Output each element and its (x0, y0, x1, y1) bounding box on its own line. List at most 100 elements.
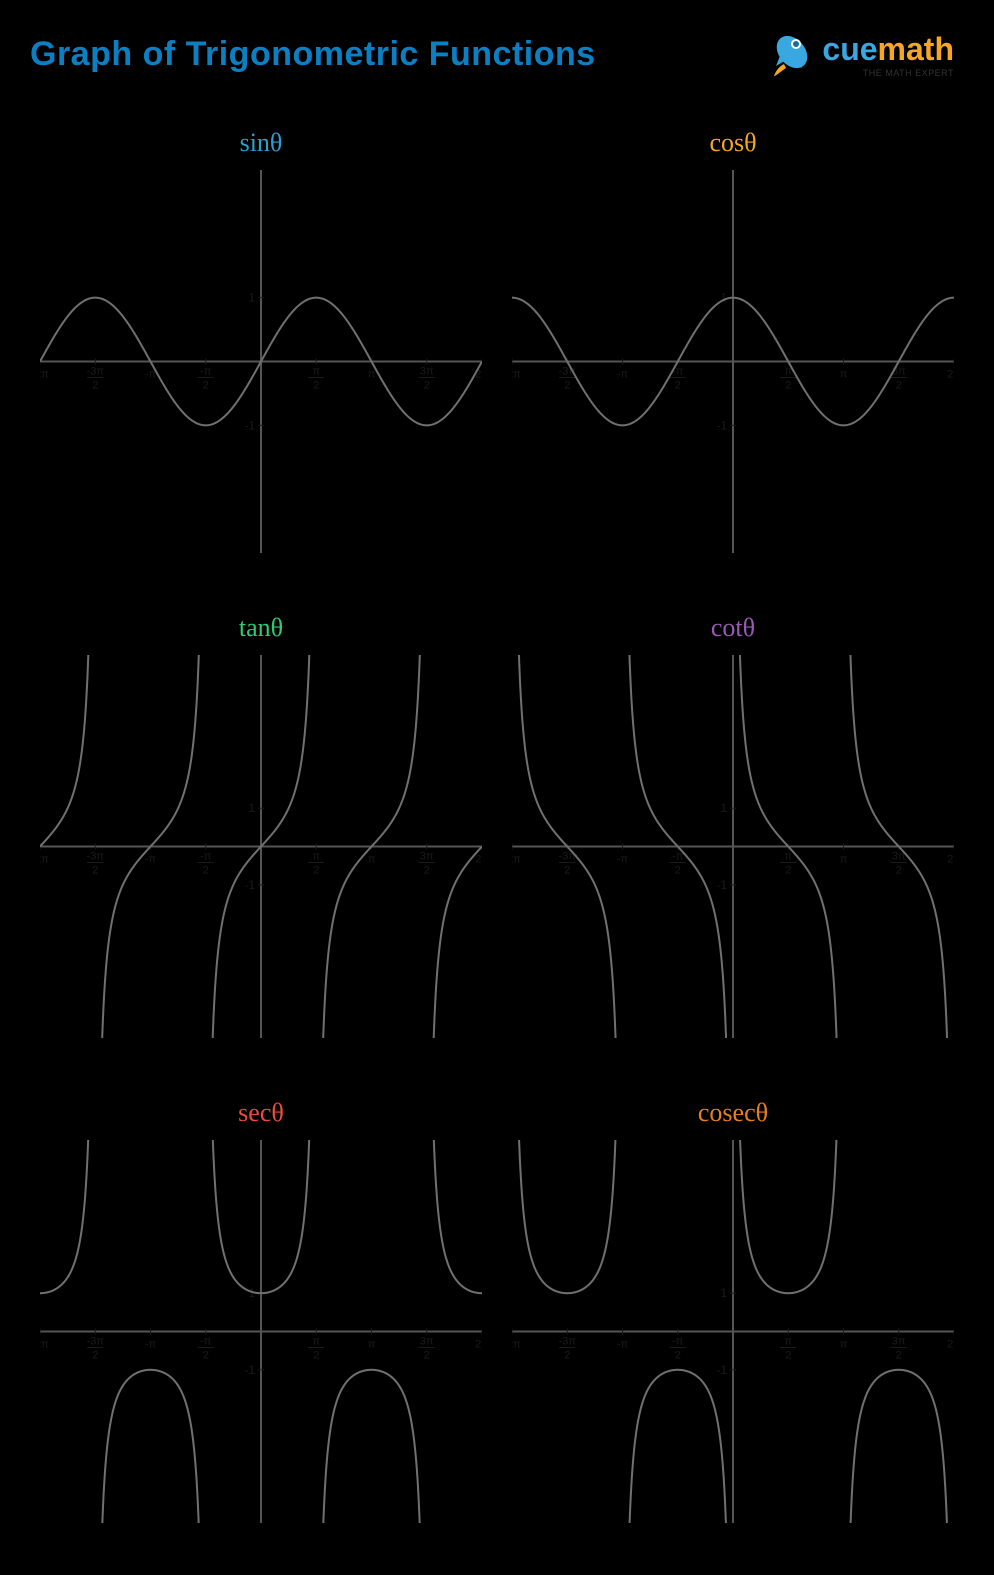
svg-text:-π: -π (200, 366, 212, 378)
svg-text:-1: -1 (716, 1363, 727, 1377)
svg-text:π: π (784, 1336, 792, 1348)
svg-text:-π: -π (672, 1336, 684, 1348)
svg-text:-π: -π (617, 854, 629, 866)
svg-text:2: 2 (675, 1350, 681, 1362)
page-header: Graph of Trigonometric Functions cuemath… (0, 0, 994, 98)
svg-text:-1: -1 (244, 1363, 255, 1377)
chart-label-cosec: cosecθ (698, 1098, 768, 1128)
plot-cot: -2π-3π2-π-π2π2π3π22π-11 (512, 655, 954, 1038)
svg-text:-2π: -2π (512, 369, 521, 381)
svg-text:-2π: -2π (40, 1339, 49, 1351)
svg-text:2: 2 (564, 1350, 570, 1362)
svg-text:2: 2 (785, 1350, 791, 1362)
svg-text:2: 2 (564, 380, 570, 392)
chart-cos: cosθ -2π-3π2-π-π2π2π3π22π-11 (512, 128, 954, 553)
chart-label-sin: sinθ (240, 128, 283, 158)
svg-text:-π: -π (200, 1336, 212, 1348)
svg-text:-3π: -3π (87, 366, 105, 378)
svg-text:-π: -π (145, 1339, 157, 1351)
svg-text:-2π: -2π (512, 854, 521, 866)
svg-text:-1: -1 (244, 418, 255, 432)
svg-text:-2π: -2π (512, 1339, 521, 1351)
svg-text:2: 2 (675, 380, 681, 392)
svg-text:-3π: -3π (559, 1336, 577, 1348)
svg-text:2: 2 (203, 380, 209, 392)
svg-text:2: 2 (92, 1350, 98, 1362)
plot-sec: -2π-3π2-π-π2π2π3π22π-11 (40, 1140, 482, 1523)
plot-cos: -2π-3π2-π-π2π2π3π22π-11 (512, 170, 954, 553)
svg-text:2: 2 (203, 1350, 209, 1362)
svg-text:-2π: -2π (40, 854, 49, 866)
svg-text:π: π (312, 1336, 320, 1348)
svg-text:π: π (312, 366, 320, 378)
logo-text: cuemath (822, 31, 954, 68)
svg-text:π: π (312, 851, 320, 863)
svg-text:2π: 2π (947, 369, 954, 381)
svg-text:-2π: -2π (40, 369, 49, 381)
chart-grid: sinθ -2π-3π2-π-π2π2π3π22π-11 cosθ -2π-3π… (0, 98, 994, 1563)
svg-text:-π: -π (617, 1339, 629, 1351)
svg-text:2π: 2π (475, 854, 482, 866)
page-title: Graph of Trigonometric Functions (30, 35, 596, 74)
svg-text:3π: 3π (420, 851, 434, 863)
svg-text:3π: 3π (420, 366, 434, 378)
logo-subtitle: THE MATH EXPERT (814, 68, 954, 78)
logo-math: math (878, 31, 954, 67)
logo-cue: cue (822, 31, 877, 67)
svg-text:-1: -1 (716, 418, 727, 432)
chart-cot: cotθ -2π-3π2-π-π2π2π3π22π-11 (512, 613, 954, 1038)
svg-text:π: π (840, 1339, 848, 1351)
chart-label-cot: cotθ (711, 613, 755, 643)
svg-text:2π: 2π (947, 1339, 954, 1351)
svg-text:-π: -π (200, 851, 212, 863)
svg-text:2: 2 (896, 1350, 902, 1362)
svg-text:1: 1 (720, 1286, 727, 1300)
svg-text:2: 2 (313, 380, 319, 392)
rocket-icon (766, 30, 814, 78)
svg-text:2: 2 (424, 1350, 430, 1362)
svg-text:1: 1 (720, 291, 727, 305)
svg-text:-1: -1 (244, 878, 255, 892)
svg-text:2: 2 (424, 865, 430, 877)
svg-text:1: 1 (248, 291, 255, 305)
svg-text:2π: 2π (475, 1339, 482, 1351)
svg-text:π: π (840, 369, 848, 381)
svg-text:π: π (368, 854, 376, 866)
svg-text:-3π: -3π (87, 851, 105, 863)
svg-text:π: π (784, 851, 792, 863)
svg-text:2: 2 (896, 865, 902, 877)
chart-label-tan: tanθ (239, 613, 283, 643)
svg-text:2: 2 (785, 380, 791, 392)
chart-tan: tanθ -2π-3π2-π-π2π2π3π22π-11 (40, 613, 482, 1038)
svg-text:-π: -π (145, 854, 157, 866)
svg-text:π: π (368, 1339, 376, 1351)
svg-text:1: 1 (248, 801, 255, 815)
svg-text:2: 2 (785, 865, 791, 877)
svg-text:1: 1 (720, 801, 727, 815)
svg-text:2: 2 (313, 1350, 319, 1362)
plot-sin: -2π-3π2-π-π2π2π3π22π-11 (40, 170, 482, 553)
plot-tan: -2π-3π2-π-π2π2π3π22π-11 (40, 655, 482, 1038)
svg-text:3π: 3π (420, 1336, 434, 1348)
svg-text:2: 2 (203, 865, 209, 877)
svg-text:-π: -π (617, 369, 629, 381)
brand-logo: cuemath THE MATH EXPERT (766, 30, 954, 78)
plot-cosec: -2π-3π2-π-π2π2π3π22π-11 (512, 1140, 954, 1523)
svg-text:2: 2 (424, 380, 430, 392)
chart-sec: secθ -2π-3π2-π-π2π2π3π22π-11 (40, 1098, 482, 1523)
svg-text:π: π (840, 854, 848, 866)
svg-text:-3π: -3π (87, 1336, 105, 1348)
svg-text:-1: -1 (716, 878, 727, 892)
chart-label-sec: secθ (238, 1098, 284, 1128)
chart-sin: sinθ -2π-3π2-π-π2π2π3π22π-11 (40, 128, 482, 553)
svg-text:2: 2 (896, 380, 902, 392)
svg-text:2π: 2π (947, 854, 954, 866)
svg-text:2: 2 (564, 865, 570, 877)
svg-text:2: 2 (675, 865, 681, 877)
svg-text:2: 2 (313, 865, 319, 877)
svg-text:2: 2 (92, 865, 98, 877)
chart-label-cos: cosθ (709, 128, 756, 158)
chart-cosec: cosecθ -2π-3π2-π-π2π2π3π22π-11 (512, 1098, 954, 1523)
svg-text:2: 2 (92, 380, 98, 392)
svg-text:π: π (368, 369, 376, 381)
